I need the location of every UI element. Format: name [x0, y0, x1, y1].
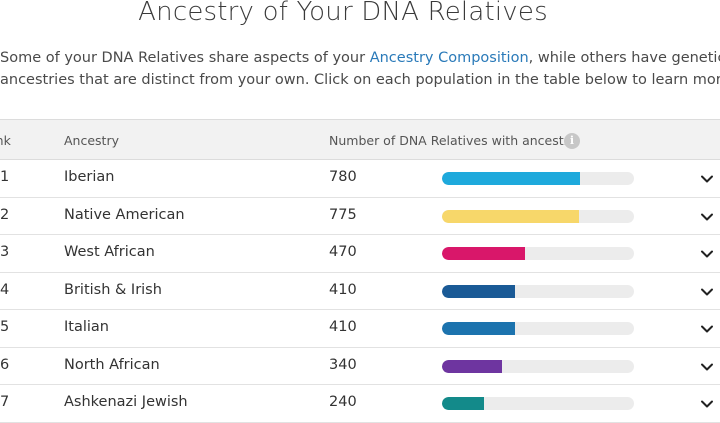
chevron-down-icon[interactable] — [700, 284, 714, 298]
intro-line-1-suffix: , while others have genetic — [528, 50, 720, 66]
ancestry-composition-link[interactable]: Ancestry Composition — [369, 50, 529, 66]
header-rank: ank — [0, 133, 11, 148]
table-row[interactable]: 6 North African 340 — [0, 348, 720, 385]
intro-line-1-prefix: Some of your DNA Relatives share aspects… — [0, 50, 370, 66]
row-rank: 6 — [0, 356, 10, 373]
row-ancestry: North African — [64, 356, 160, 373]
row-bar-fill — [442, 209, 580, 223]
row-rank: 4 — [0, 281, 10, 298]
intro-text: Some of your DNA Relatives share aspects… — [0, 47, 720, 91]
row-bar-track — [442, 322, 634, 335]
table-row[interactable]: 5 Italian 410 — [0, 310, 720, 348]
table-row[interactable]: 2 Native American 775 — [0, 198, 720, 235]
row-bar-fill — [442, 322, 515, 335]
table-row[interactable]: 1 Iberian 780 — [0, 160, 720, 198]
row-bar-track — [442, 172, 634, 185]
row-bar-fill — [442, 247, 526, 260]
row-ancestry: Italian — [64, 319, 109, 335]
row-rank: 2 — [0, 206, 10, 223]
row-ancestry: British & Irish — [64, 281, 162, 298]
row-bar-track — [442, 247, 634, 260]
row-count: 775 — [329, 206, 357, 223]
header-ancestry: Ancestry — [64, 133, 119, 148]
info-icon[interactable]: i — [564, 133, 580, 149]
row-bar-track — [442, 397, 634, 410]
row-ancestry: West African — [64, 244, 155, 260]
intro-line-2: ancestries that are distinct from your o… — [0, 72, 720, 88]
row-ancestry: Ashkenazi Jewish — [64, 394, 188, 410]
row-count: 410 — [329, 281, 357, 298]
row-bar-fill — [442, 397, 485, 410]
row-rank: 1 — [0, 169, 10, 185]
row-bar-track — [442, 359, 634, 373]
row-ancestry: Iberian — [64, 169, 115, 185]
row-bar-fill — [442, 359, 503, 373]
row-bar-track — [442, 284, 634, 298]
chevron-down-icon[interactable] — [700, 396, 714, 410]
row-count: 340 — [329, 356, 357, 373]
row-count: 780 — [329, 169, 357, 185]
row-ancestry: Native American — [64, 206, 185, 223]
header-count: Number of DNA Relatives with ancestry — [329, 133, 577, 148]
chevron-down-icon[interactable] — [700, 171, 714, 185]
ancestry-table-body: 1 Iberian 780 2 Native American 775 3 West Afri… — [0, 160, 720, 423]
table-row[interactable]: 7 Ashkenazi Jewish 240 — [0, 385, 720, 423]
chevron-down-icon[interactable] — [700, 209, 714, 223]
row-rank: 7 — [0, 394, 10, 410]
page-title: Ancestry of Your DNA Relatives — [138, 0, 548, 27]
chevron-down-icon[interactable] — [700, 359, 714, 373]
table-header: ank Ancestry Number of DNA Relatives wit… — [0, 119, 720, 160]
table-row[interactable]: 3 West African 470 — [0, 235, 720, 273]
row-count: 410 — [329, 319, 357, 335]
row-count: 240 — [329, 394, 357, 410]
row-bar-fill — [442, 284, 515, 298]
intro-line-1: Some of your DNA Relatives share aspects… — [0, 47, 720, 69]
row-bar-track — [442, 209, 634, 223]
chevron-down-icon[interactable] — [700, 246, 714, 260]
row-rank: 5 — [0, 319, 10, 335]
row-rank: 3 — [0, 244, 10, 260]
table-row[interactable]: 4 British & Irish 410 — [0, 273, 720, 310]
row-bar-fill — [442, 172, 580, 185]
chevron-down-icon[interactable] — [700, 321, 714, 335]
row-count: 470 — [329, 244, 357, 260]
